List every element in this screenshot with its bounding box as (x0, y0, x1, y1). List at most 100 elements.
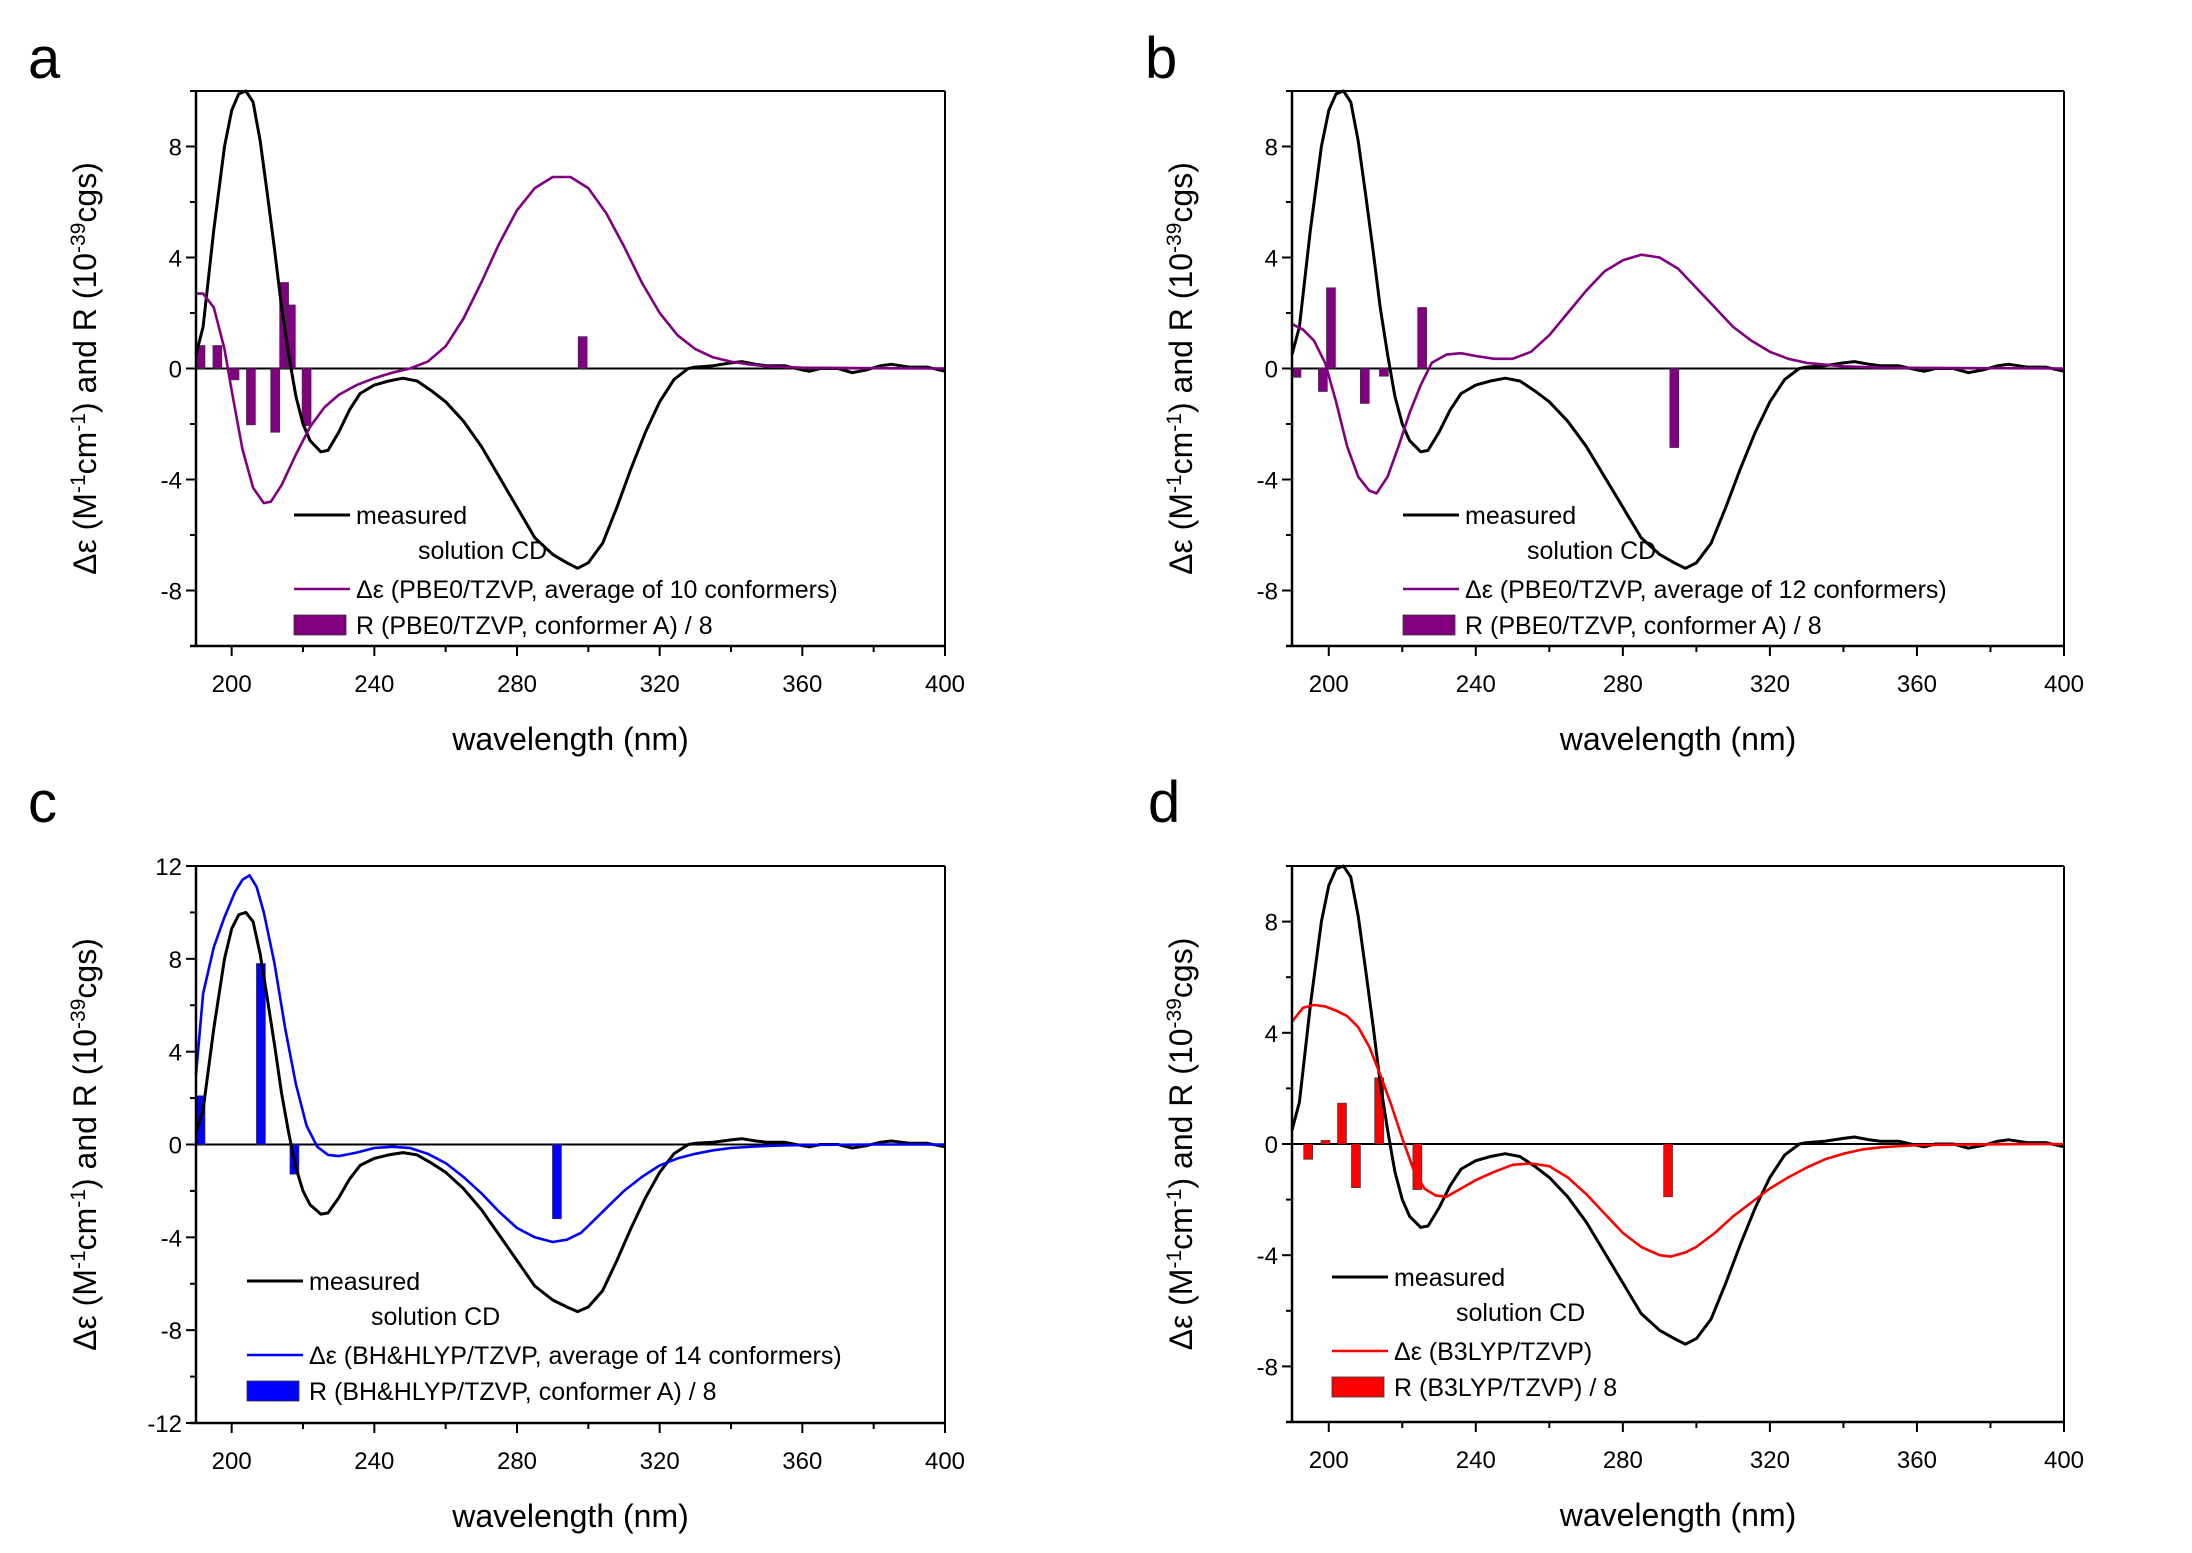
y-tick-label: 8 (1265, 135, 1278, 162)
y-tick-label: -8 (1257, 1354, 1278, 1381)
y-axis-title-superscript: -1 (1163, 1189, 1186, 1208)
x-tick-label: 200 (1309, 671, 1349, 698)
rotatory-strength-bar (1669, 368, 1680, 448)
y-axis-title-superscript: -1 (1163, 1250, 1186, 1269)
x-axis-title: wavelength (nm) (451, 1498, 689, 1534)
y-axis-title: Δε (M-1cm-1) and R (10-39cgs) (67, 162, 104, 575)
legend-label: measured (1465, 502, 1576, 530)
y-tick-label: 0 (1265, 1132, 1278, 1159)
rotatory-strength-bar (1291, 368, 1302, 378)
x-tick-label: 240 (1456, 1447, 1496, 1474)
y-axis-title-part: cm (67, 432, 103, 475)
panel-c: c 200 240 280 320 360 400 -12 -8 -4 0 4 8 12 wavelengt… (28, 770, 965, 1534)
y-axis-title-part: cm (1163, 1207, 1199, 1250)
y-axis-title: Δε (M-1cm-1) and R (10-39cgs) (67, 938, 104, 1351)
y-axis-title-superscript: -1 (67, 1189, 90, 1208)
y-axis-title-superscript: -39 (67, 999, 90, 1029)
panel-b: b 200 240 280 320 360 400 -8 -4 0 4 8 wavelength (nm… (1145, 26, 2084, 757)
y-axis-title-superscript: -1 (67, 413, 90, 432)
y-axis-title-part: cgs) (1163, 938, 1199, 998)
y-tick-label: -4 (161, 468, 182, 495)
x-tick-label: 320 (1750, 671, 1790, 698)
y-axis-title: Δε (M-1cm-1) and R (10-39cgs) (1163, 938, 1200, 1351)
y-axis-title-superscript: -39 (67, 223, 90, 253)
computed-delta-epsilon-line (1290, 1003, 2065, 1258)
legend-label: R (PBE0/TZVP, conformer A) / 8 (1465, 612, 1822, 640)
rotatory-strength-bar (1303, 1143, 1313, 1160)
y-tick-label: 0 (169, 357, 182, 384)
y-tick-label: 4 (1265, 246, 1278, 273)
y-axis-title-superscript: -1 (67, 474, 90, 493)
panel-letter: a (28, 26, 61, 91)
y-tick-label: 4 (169, 246, 182, 273)
computed-delta-epsilon-line (1291, 253, 2065, 495)
rotatory-strength-bar (1663, 1143, 1673, 1198)
legend-bar-swatch (246, 1380, 300, 1402)
x-tick-label: 320 (1750, 1447, 1790, 1474)
legend-bar-swatch (1402, 614, 1456, 636)
rotatory-strength-bar (229, 368, 240, 381)
y-axis-title-superscript: -39 (1163, 998, 1186, 1028)
rotatory-strength-bar (577, 336, 588, 369)
rotatory-strength-bar (212, 345, 223, 369)
y-tick-label: -4 (1257, 1243, 1278, 1270)
rotatory-strength-bar (1379, 368, 1389, 377)
legend-label: Δε (B3LYP/TZVP) (1394, 1338, 1592, 1366)
y-axis-title-part: Δε (M (67, 1269, 103, 1351)
y-axis-title-part: Δε (M (67, 493, 103, 575)
x-tick-label: 400 (2044, 671, 2084, 698)
x-tick-label: 320 (640, 671, 680, 698)
panel-letter: d (1148, 770, 1180, 835)
y-tick-label: 4 (1265, 1021, 1278, 1048)
y-tick-label: 8 (169, 947, 182, 974)
x-tick-label: 240 (354, 1448, 394, 1475)
x-tick-label: 200 (212, 671, 252, 698)
computed-delta-epsilon-line (194, 873, 945, 1244)
computed-delta-epsilon-line (196, 175, 946, 505)
legend-label: measured (356, 502, 467, 530)
rotatory-strength-bar (270, 368, 280, 433)
y-axis-title-part: Δε (M (1163, 493, 1199, 575)
rotatory-strength-bar (552, 1144, 562, 1220)
x-tick-label: 400 (925, 1448, 965, 1475)
rotatory-strength-bar (1337, 1102, 1347, 1145)
y-axis-title-part: ) and R (10 (1163, 1028, 1199, 1188)
y-tick-label: -12 (147, 1411, 182, 1438)
y-axis-title-superscript: -1 (67, 1250, 90, 1269)
legend-label: solution CD (1456, 1299, 1585, 1327)
rotatory-strength-bar (1326, 287, 1336, 369)
x-tick-label: 240 (354, 671, 394, 698)
x-axis-title: wavelength (nm) (1559, 1497, 1797, 1533)
x-tick-label: 400 (925, 671, 965, 698)
y-axis-title-part: Δε (M (1163, 1269, 1199, 1351)
x-tick-label: 280 (497, 671, 537, 698)
x-tick-label: 200 (212, 1448, 252, 1475)
legend-label: Δε (BH&HLYP/TZVP, average of 14 conforme… (309, 1342, 842, 1370)
rotatory-strength-bar (1351, 1143, 1361, 1188)
measured-cd-line (194, 910, 946, 1314)
y-tick-label: 8 (1265, 910, 1278, 937)
x-tick-label: 280 (497, 1448, 537, 1475)
legend-label: Δε (PBE0/TZVP, average of 10 conformers) (356, 576, 838, 604)
y-axis-title-part: ) and R (10 (67, 1029, 103, 1189)
panel-letter: c (28, 770, 57, 835)
rotatory-strength-bar (301, 368, 312, 426)
legend-bar-swatch (1331, 1376, 1385, 1398)
legend-label: Δε (PBE0/TZVP, average of 12 conformers) (1465, 576, 1947, 604)
y-axis-title-superscript: -1 (1163, 413, 1186, 432)
legend-label: solution CD (1527, 537, 1656, 565)
rotatory-strength-bar (1359, 368, 1370, 404)
legend-bar-swatch (293, 614, 347, 636)
x-tick-label: 360 (782, 1448, 822, 1475)
y-axis-title-superscript: -1 (1163, 474, 1186, 493)
y-tick-label: 8 (169, 135, 182, 162)
x-tick-label: 240 (1456, 671, 1496, 698)
x-tick-label: 320 (640, 1448, 680, 1475)
y-axis-title-superscript: -39 (1163, 223, 1186, 253)
x-axis-title: wavelength (nm) (451, 721, 689, 757)
legend-label: R (PBE0/TZVP, conformer A) / 8 (356, 612, 713, 640)
y-axis-title-part: ) and R (10 (67, 253, 103, 413)
measured-cd-line (194, 89, 946, 570)
measured-cd-line (1290, 89, 2065, 570)
y-tick-label: -8 (1257, 579, 1278, 606)
